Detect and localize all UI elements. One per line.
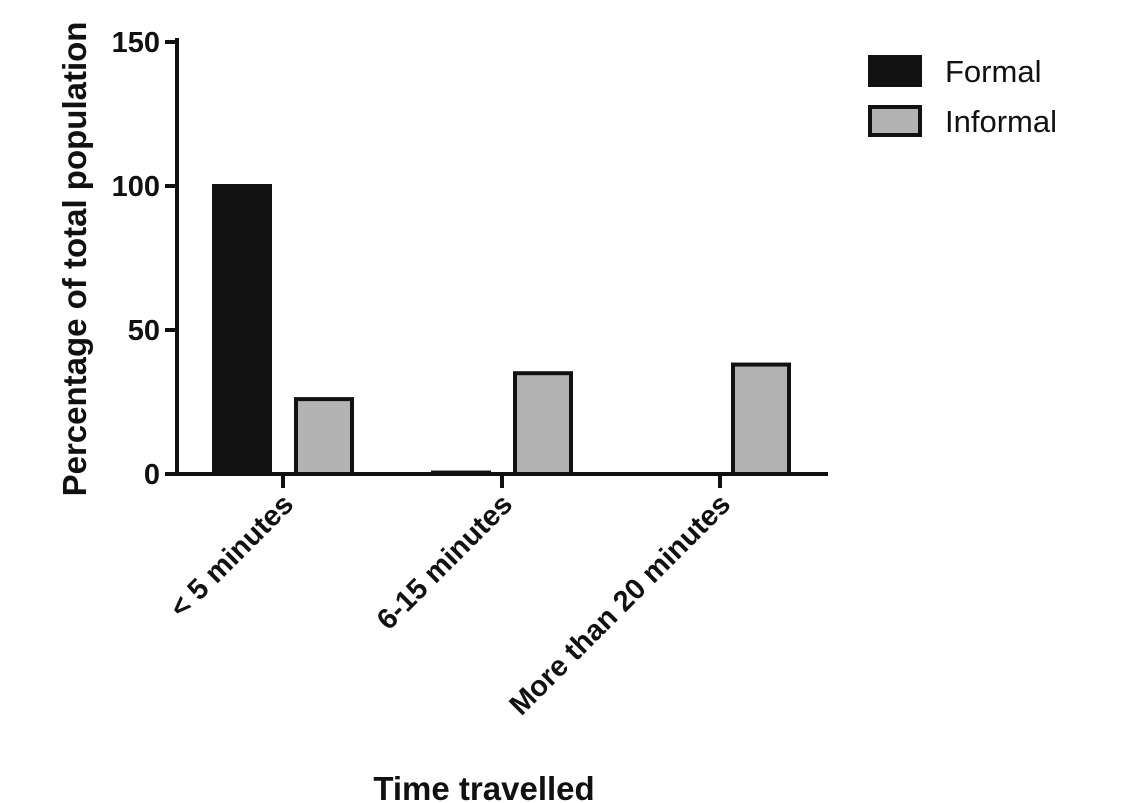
y-axis-title: Percentage of total population [56, 22, 93, 497]
x-axis-title: Time travelled [373, 770, 594, 803]
legend: Formal Informal [868, 54, 1057, 139]
x-tick-label: More than 20 minutes [504, 488, 737, 721]
y-tick-label: 100 [112, 171, 160, 203]
y-tick-label: 50 [128, 315, 160, 347]
bars-group [212, 184, 791, 477]
axes-group [175, 38, 828, 476]
x-tick-label: < 5 minutes [164, 488, 300, 624]
y-tick-label: 0 [144, 459, 160, 491]
bar-informal-1 [513, 371, 573, 477]
bar-informal-0 [294, 397, 354, 476]
y-ticks-group: 0 50 100 150 [112, 27, 177, 491]
legend-label-informal: Informal [945, 104, 1057, 139]
x-tick-label: 6-15 minutes [371, 488, 519, 636]
bar-informal-2 [731, 362, 791, 476]
bar-formal-0 [212, 184, 272, 476]
legend-swatch-formal [868, 55, 922, 87]
y-tick-label: 150 [112, 27, 160, 59]
legend-label-formal: Formal [945, 54, 1041, 89]
legend-swatch-informal [868, 105, 922, 137]
